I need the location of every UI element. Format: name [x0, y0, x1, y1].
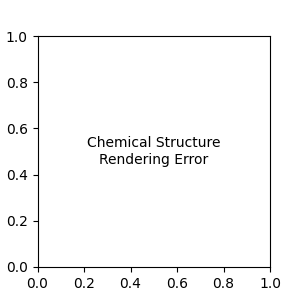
Text: Chemical Structure
Rendering Error: Chemical Structure Rendering Error	[87, 136, 220, 166]
